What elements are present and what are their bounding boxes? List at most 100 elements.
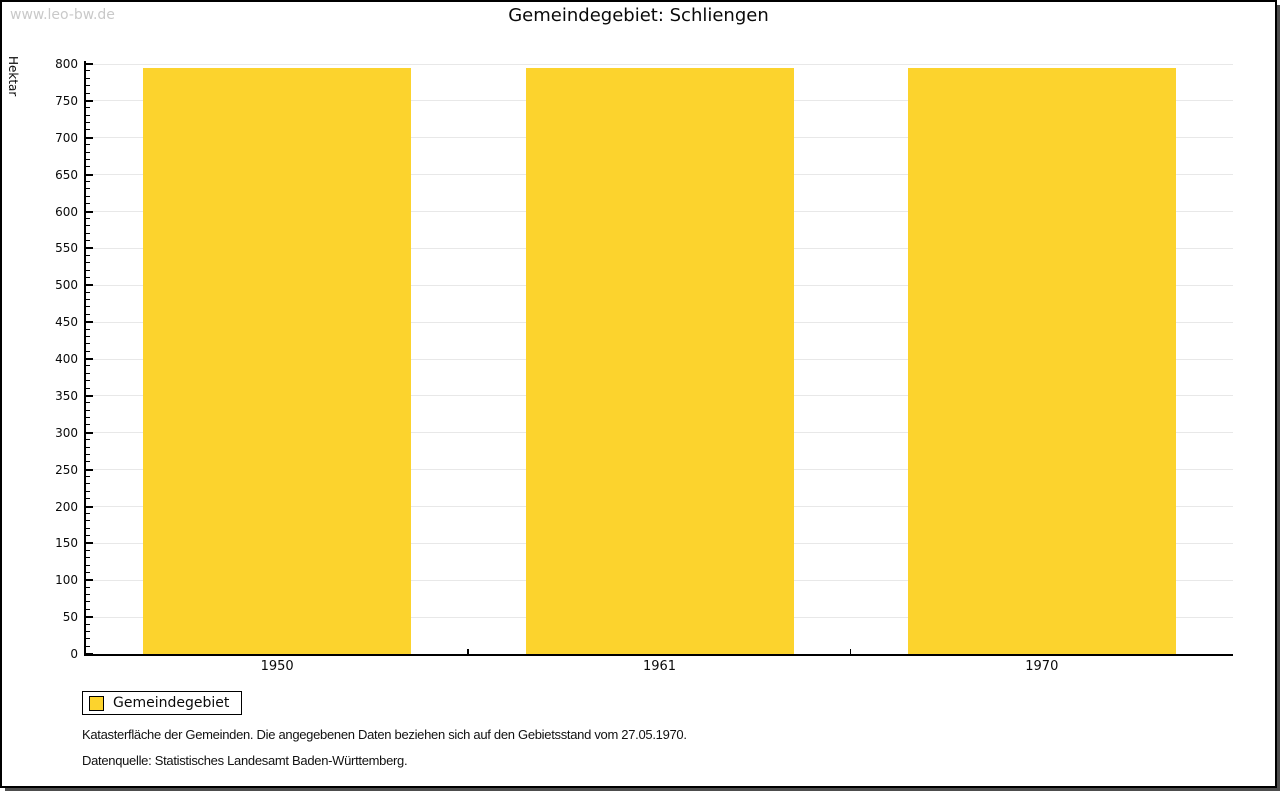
y-minor-tick [86, 402, 90, 404]
y-minor-tick [86, 564, 90, 566]
y-minor-tick [86, 372, 90, 374]
y-minor-tick [86, 269, 90, 271]
y-minor-tick [86, 85, 90, 87]
y-major-tick [86, 579, 93, 582]
x-tick-label: 1950 [260, 659, 294, 674]
y-major-tick [86, 321, 93, 324]
chart-title: Gemeindegebiet: Schliengen [508, 5, 769, 26]
y-axis-line [84, 61, 86, 656]
y-minor-tick [86, 114, 90, 116]
y-major-tick [86, 542, 93, 545]
y-minor-tick [86, 151, 90, 153]
x-boundary-tick [849, 649, 852, 654]
y-minor-tick [86, 424, 90, 426]
y-minor-tick [86, 203, 90, 205]
y-minor-tick [86, 276, 90, 278]
y-minor-tick [86, 225, 90, 227]
y-axis-label: Hektar [6, 56, 20, 97]
y-minor-tick [86, 645, 90, 647]
gridline [86, 63, 1233, 65]
y-major-tick [86, 210, 93, 213]
y-minor-tick [86, 188, 90, 190]
bar-1950 [143, 67, 412, 654]
y-major-tick [86, 431, 93, 434]
y-minor-tick [86, 409, 90, 411]
y-minor-tick [86, 461, 90, 463]
legend-swatch [89, 695, 104, 711]
y-major-tick [86, 394, 93, 397]
y-minor-tick [86, 166, 90, 168]
y-minor-tick [86, 476, 90, 477]
y-minor-tick [86, 343, 90, 345]
y-minor-tick [86, 594, 90, 595]
y-minor-tick [86, 262, 90, 264]
footnote-data-source: Datenquelle: Statistisches Landesamt Bad… [82, 753, 408, 768]
y-tick-label: 50 [62, 610, 78, 625]
y-minor-tick [86, 313, 90, 315]
y-minor-tick [86, 195, 90, 197]
y-tick-label: 500 [55, 278, 78, 293]
y-major-tick [86, 505, 93, 508]
y-minor-tick [86, 122, 90, 123]
y-tick-label: 100 [55, 573, 78, 588]
y-major-tick [86, 468, 93, 471]
y-major-tick [86, 284, 93, 287]
y-minor-tick [86, 144, 90, 146]
y-minor-tick [86, 549, 90, 551]
y-major-tick [86, 99, 93, 102]
y-minor-tick [86, 557, 90, 559]
y-minor-tick [86, 387, 90, 389]
y-major-tick [86, 616, 93, 619]
y-minor-tick [86, 630, 90, 632]
y-minor-tick [86, 299, 90, 300]
y-minor-tick [86, 129, 90, 131]
x-tick-label: 1970 [1025, 659, 1059, 674]
y-major-tick [86, 136, 93, 139]
y-minor-tick [86, 232, 90, 234]
y-tick-label: 550 [55, 241, 78, 256]
y-tick-label: 150 [55, 536, 78, 551]
y-tick-label: 700 [55, 130, 78, 145]
y-minor-tick [86, 380, 90, 382]
y-minor-tick [86, 350, 90, 352]
legend-label: Gemeindegebiet [113, 695, 230, 711]
y-minor-tick [86, 608, 90, 610]
y-minor-tick [86, 623, 90, 625]
y-minor-tick [86, 417, 90, 418]
y-minor-tick [86, 439, 90, 441]
y-minor-tick [86, 158, 90, 160]
y-tick-label: 750 [55, 93, 78, 108]
y-tick-label: 600 [55, 204, 78, 219]
y-minor-tick [86, 77, 90, 79]
y-tick-label: 650 [55, 167, 78, 182]
y-major-tick [86, 653, 93, 655]
y-minor-tick [86, 586, 90, 588]
y-minor-tick [86, 490, 90, 492]
y-major-tick [86, 358, 93, 360]
y-tick-label: 400 [55, 352, 78, 366]
y-minor-tick [86, 453, 90, 455]
y-minor-tick [86, 601, 90, 603]
y-minor-tick [86, 365, 90, 367]
y-tick-label: 250 [55, 462, 78, 477]
y-minor-tick [86, 92, 90, 94]
y-minor-tick [86, 240, 90, 241]
y-minor-tick [86, 527, 90, 529]
y-minor-tick [86, 535, 90, 536]
y-minor-tick [86, 571, 90, 573]
y-tick-label: 800 [55, 57, 78, 71]
y-minor-tick [86, 306, 90, 308]
y-minor-tick [86, 638, 90, 640]
y-minor-tick [86, 291, 90, 293]
y-tick-label: 200 [55, 499, 78, 514]
y-minor-tick [86, 254, 90, 256]
legend-box: Gemeindegebiet [82, 691, 243, 715]
y-minor-tick [86, 181, 90, 182]
y-minor-tick [86, 107, 90, 109]
watermark: www.leo-bw.de [10, 7, 115, 23]
y-minor-tick [86, 217, 90, 219]
y-major-tick [86, 173, 93, 176]
y-tick-label: 350 [55, 388, 78, 403]
x-boundary-tick [467, 649, 469, 654]
